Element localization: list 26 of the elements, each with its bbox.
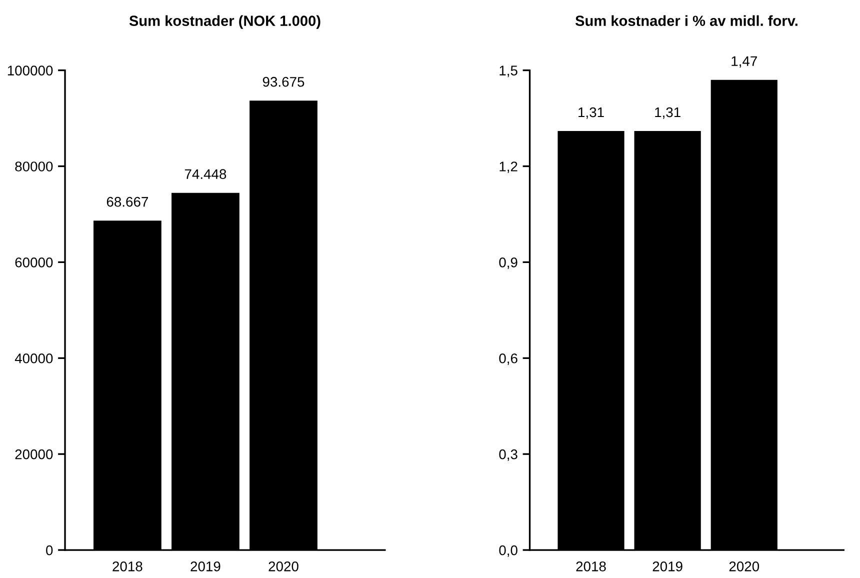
data-label: 93.675 — [262, 76, 304, 87]
y-tick-label: 0 — [46, 545, 53, 556]
y-tick-label: 40000 — [14, 353, 53, 364]
x-tick-label: 2018 — [576, 562, 606, 572]
y-tick-label: 60000 — [15, 258, 53, 268]
data-label: 1,31 — [578, 107, 604, 119]
y-tick-label: 0,9 — [499, 258, 518, 269]
y-tick-label: 80000 — [15, 162, 53, 172]
y-tick-label: 20000 — [15, 449, 53, 460]
x-tick-label: 2019 — [190, 562, 220, 572]
y-tick-label: 0,0 — [499, 545, 518, 557]
y-tick-label: 0,3 — [499, 449, 518, 461]
y-tick-label: 1,2 — [500, 162, 518, 174]
chart-title: Sum kostnader i % av midl. forv. — [575, 15, 798, 26]
x-tick-label: 2020 — [729, 562, 760, 572]
x-tick-label: 2019 — [652, 562, 682, 572]
x-tick-label: 2018 — [112, 562, 142, 572]
chart-title: Sum kostnader (NOK 1.000) — [129, 15, 320, 29]
data-label: 74.448 — [184, 169, 226, 180]
y-tick-label: 1,5 — [500, 66, 518, 78]
x-tick-label: 2020 — [268, 562, 298, 572]
y-tick-label: 100000 — [8, 66, 53, 76]
y-tick-label: 0,6 — [499, 353, 518, 365]
data-label: 1,47 — [732, 56, 757, 68]
data-label: 1,31 — [655, 107, 680, 119]
data-label: 68.667 — [106, 196, 148, 207]
